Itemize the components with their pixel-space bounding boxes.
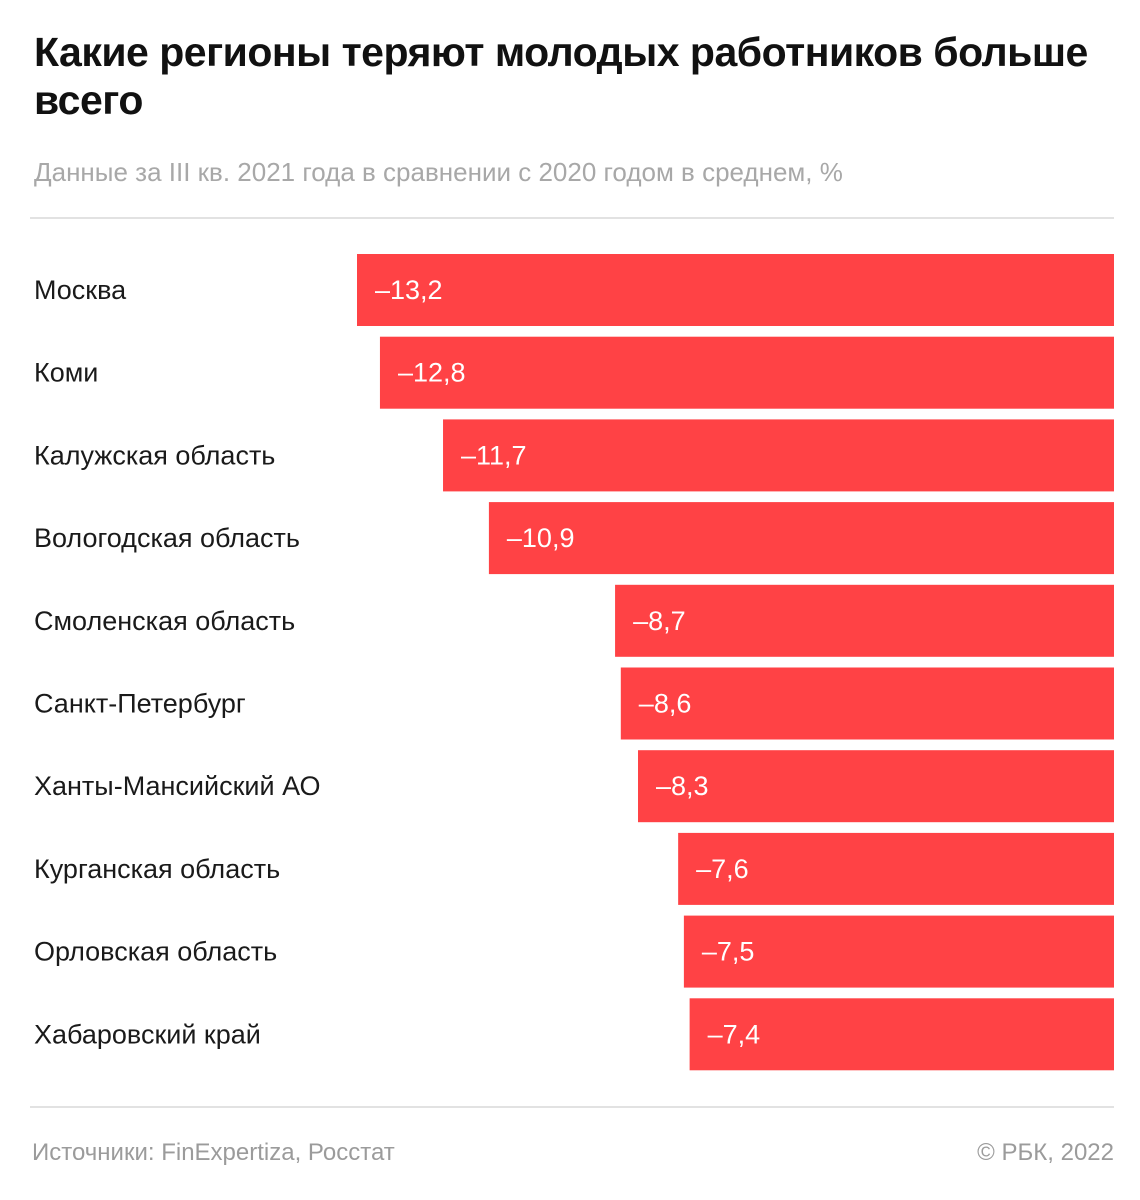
category-label: Хабаровский край xyxy=(34,1019,261,1049)
chart-subtitle: Данные за III кв. 2021 года в сравнении … xyxy=(34,157,843,187)
bar-value-label: –11,7 xyxy=(461,440,527,470)
bar-row: Ханты-Мансийский АО –8,3 xyxy=(34,750,1114,823)
bar-value-label: –13,2 xyxy=(375,275,443,305)
bar-value-label: –12,8 xyxy=(398,358,466,388)
bar xyxy=(379,336,1114,409)
bar-row: Санкт-Петербург –8,6 xyxy=(34,667,1114,740)
category-label: Санкт-Петербург xyxy=(34,689,246,719)
bar-row: Хабаровский край –7,4 xyxy=(34,998,1114,1071)
bar xyxy=(443,419,1115,492)
bar xyxy=(689,998,1114,1071)
bar-value-label: –8,3 xyxy=(656,771,709,801)
bar xyxy=(615,584,1114,657)
bar xyxy=(638,750,1114,823)
bar-value-label: –8,6 xyxy=(639,689,692,719)
bar xyxy=(488,502,1115,575)
bar xyxy=(678,832,1114,905)
source-note: Источники: FinExpertiza, Росстат xyxy=(32,1139,395,1166)
category-label: Смоленская область xyxy=(34,606,295,636)
bar xyxy=(620,667,1114,740)
bar-value-label: –7,6 xyxy=(696,854,749,884)
category-label: Курганская область xyxy=(34,854,280,884)
bottom-divider xyxy=(30,1106,1114,1108)
bar-value-label: –7,5 xyxy=(702,937,755,967)
bar-value-label: –10,9 xyxy=(507,523,575,553)
bar-value-label: –7,4 xyxy=(708,1019,761,1049)
chart-title: Какие регионы теряют молодых работников … xyxy=(34,29,1088,123)
bar-row: Коми –12,8 xyxy=(34,336,1114,409)
bar-value-label: –8,7 xyxy=(633,606,686,636)
category-label: Коми xyxy=(34,358,98,388)
bar-row: Москва –13,2 xyxy=(34,254,1114,326)
category-label: Вологодская область xyxy=(34,523,300,553)
copyright-note: © РБК, 2022 xyxy=(977,1139,1114,1166)
bar-row: Орловская область –7,5 xyxy=(34,915,1114,988)
bar-row: Калужская область –11,7 xyxy=(34,419,1115,492)
category-label: Ханты-Мансийский АО xyxy=(34,771,320,801)
bar-row: Смоленская область –8,7 xyxy=(34,584,1114,657)
top-divider xyxy=(30,217,1114,219)
bar-row: Курганская область –7,6 xyxy=(34,832,1114,905)
category-label: Калужская область xyxy=(34,440,275,470)
bar-row: Вологодская область –10,9 xyxy=(34,502,1115,575)
bar xyxy=(683,915,1114,988)
category-label: Москва xyxy=(34,275,127,305)
category-label: Орловская область xyxy=(34,937,277,967)
bar xyxy=(357,254,1114,326)
